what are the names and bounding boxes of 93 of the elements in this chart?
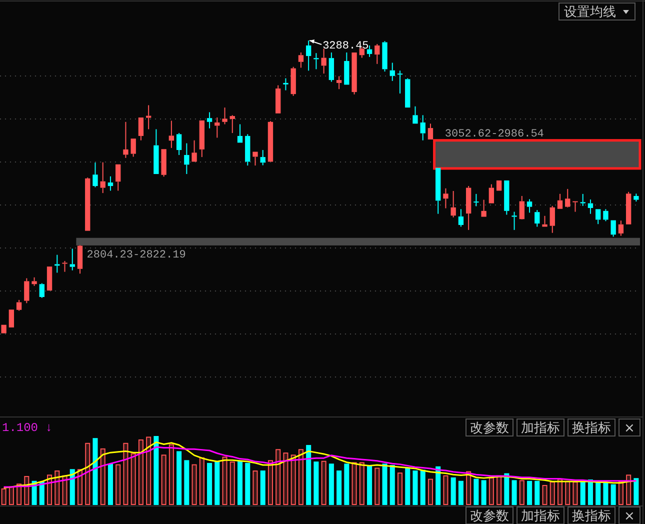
- bar: [382, 464, 388, 505]
- bar: [1, 488, 6, 505]
- bar: [276, 449, 281, 505]
- bar: [603, 482, 608, 505]
- bar: [352, 462, 357, 505]
- bar: [8, 486, 14, 505]
- button: ×: [618, 506, 640, 524]
- bar: [565, 480, 570, 505]
- bar: [542, 484, 548, 505]
- bar: [321, 460, 326, 505]
- bar: [450, 477, 456, 505]
- bar: [496, 475, 502, 505]
- button: ×: [618, 418, 640, 436]
- button: 加指标: [516, 506, 564, 524]
- bar: [54, 470, 60, 505]
- bar: [237, 460, 243, 505]
- button: 改参数: [466, 506, 514, 524]
- bar: [314, 462, 319, 505]
- bar: [488, 477, 494, 505]
- bar: [481, 480, 486, 505]
- bar: [436, 466, 441, 505]
- button: 设置均线: [558, 2, 636, 20]
- bar: [222, 456, 228, 505]
- bar: [268, 460, 273, 505]
- bar: [534, 480, 540, 505]
- bar: [557, 478, 563, 505]
- band: 3052.62-2986.54: [433, 128, 642, 170]
- band-label: 2804.23-2822.19: [86, 249, 186, 262]
- bar: [168, 444, 174, 505]
- button: 加指标: [516, 418, 564, 436]
- band: 2804.23-2822.19: [76, 238, 640, 262]
- bar: [230, 462, 235, 505]
- bar: [328, 464, 334, 505]
- bar: [374, 468, 380, 505]
- bar: [176, 451, 182, 505]
- bar: [130, 453, 136, 505]
- bar: [405, 468, 410, 505]
- bar: [290, 454, 296, 505]
- bar: [610, 484, 616, 505]
- band-label: 3052.62-2986.54: [444, 128, 544, 140]
- text: 1.100 ↓: [2, 421, 52, 435]
- bar: [154, 436, 159, 505]
- bar: [512, 480, 517, 505]
- button: 换指标: [568, 418, 616, 436]
- bar: [504, 473, 510, 505]
- bar: [245, 462, 250, 505]
- bar: [199, 457, 204, 505]
- bar: [572, 482, 578, 505]
- bar: [336, 470, 342, 505]
- bar: [108, 464, 113, 505]
- bar: [70, 469, 75, 505]
- annotation: 3288.45: [322, 40, 369, 52]
- bar: [77, 469, 83, 505]
- bar: [519, 480, 524, 505]
- bar: [92, 438, 98, 505]
- bar: [466, 471, 472, 505]
- bar: [420, 470, 426, 505]
- bar: [634, 478, 639, 505]
- bar: [100, 448, 106, 505]
- bar: [390, 464, 395, 505]
- bar: [252, 470, 258, 505]
- bar: [138, 439, 144, 505]
- bar: [85, 442, 90, 505]
- bar: [458, 480, 464, 505]
- bar: [116, 464, 121, 505]
- bar: [260, 470, 266, 505]
- bar: [161, 454, 166, 505]
- bar: [443, 475, 448, 505]
- bar: [474, 478, 479, 505]
- bar: [580, 482, 586, 505]
- bar: [344, 464, 350, 505]
- bar: [298, 449, 304, 505]
- bar: [359, 462, 364, 505]
- bar: [626, 474, 632, 505]
- bar: [397, 472, 403, 505]
- bar: [367, 466, 372, 505]
- button: 换指标: [568, 506, 616, 524]
- bar: [428, 478, 433, 505]
- bar: [527, 480, 532, 505]
- bar: [306, 444, 312, 505]
- bar: [24, 476, 30, 505]
- bar: [283, 452, 288, 505]
- bar: [214, 462, 220, 505]
- button: 改参数: [466, 418, 514, 436]
- bar: [146, 436, 152, 505]
- bar: [192, 464, 197, 505]
- bar: [618, 482, 624, 505]
- bar: [596, 482, 601, 505]
- bar: [207, 462, 212, 505]
- bar: [550, 482, 555, 505]
- bar: [412, 470, 418, 505]
- bar: [123, 442, 128, 505]
- bar: [184, 460, 190, 505]
